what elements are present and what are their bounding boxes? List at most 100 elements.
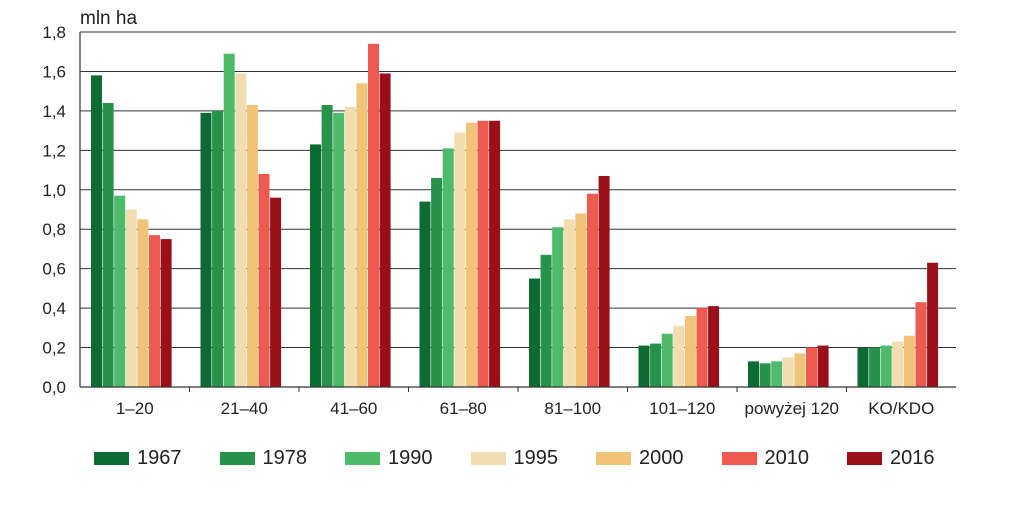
bar-1978-7 <box>869 347 881 387</box>
bar-1990-5 <box>661 333 673 387</box>
bar-1990-0 <box>114 195 126 387</box>
bar-2000-5 <box>684 316 696 387</box>
bar-1978-5 <box>650 343 662 387</box>
bar-1990-4 <box>552 227 564 387</box>
bar-1967-7 <box>857 347 869 387</box>
legend-swatch <box>345 452 380 465</box>
bar-1978-2 <box>321 104 333 387</box>
bar-2016-1 <box>270 197 282 387</box>
bar-2000-6 <box>794 353 806 387</box>
legend-label: 1967 <box>137 447 182 469</box>
y-tick-label: 0,6 <box>42 260 66 279</box>
legend-swatch <box>470 452 506 465</box>
bar-2016-7 <box>927 262 939 387</box>
bar-1995-1 <box>235 73 247 388</box>
legend-swatch <box>219 452 255 465</box>
legend-swatch <box>721 452 757 465</box>
y-tick-label: 0,0 <box>42 378 66 397</box>
bars <box>91 43 939 388</box>
bar-1967-5 <box>638 345 650 387</box>
bar-2000-7 <box>903 335 915 387</box>
bar-2000-3 <box>465 122 477 387</box>
bar-1995-3 <box>454 132 466 387</box>
bar-1995-2 <box>344 106 356 387</box>
bar-2016-2 <box>379 73 391 388</box>
bar-2010-2 <box>368 43 379 387</box>
bar-2000-1 <box>246 104 258 387</box>
bar-2010-7 <box>915 302 927 387</box>
bar-1990-1 <box>223 53 235 387</box>
x-tick-labels: 1–20 21–40 41–60 61–80 81–100 101–120 powyżej … <box>116 387 934 418</box>
bar-1990-7 <box>880 345 892 387</box>
bar-1990-3 <box>442 148 454 387</box>
legend-item-1995: 1995 <box>470 447 597 470</box>
legend-item-2010: 2010 <box>721 447 848 470</box>
bar-2016-0 <box>160 239 172 387</box>
bar-2010-0 <box>149 235 160 387</box>
legend-item-2000: 2000 <box>596 447 722 470</box>
legend-item-1967: 1967 <box>94 447 220 470</box>
legend-label: 1990 <box>388 447 433 469</box>
bar-2010-3 <box>477 120 489 387</box>
bar-1978-0 <box>102 103 114 387</box>
bar-1967-1 <box>200 112 212 387</box>
x-tick-label: KO/KDO <box>868 399 934 418</box>
y-tick-label: 1,6 <box>42 62 66 81</box>
bar-1967-0 <box>91 75 102 387</box>
y-tick-label: 1,2 <box>42 141 66 160</box>
legend-label: 2010 <box>764 447 810 469</box>
legend-swatch <box>94 452 129 465</box>
bar-1995-7 <box>892 341 904 387</box>
bar-2010-1 <box>258 174 270 387</box>
bar-1995-5 <box>673 325 685 387</box>
legend-label: 1978 <box>262 447 308 469</box>
bar-1995-0 <box>125 209 137 387</box>
legend-item-1990: 1990 <box>345 447 471 470</box>
legend-label: 1995 <box>513 447 559 469</box>
legend-item-1978: 1978 <box>219 447 346 470</box>
bar-2000-0 <box>137 219 149 387</box>
x-tick-label: powyżej 120 <box>744 399 839 418</box>
bar-1978-1 <box>212 110 224 387</box>
bar-2016-3 <box>489 120 501 387</box>
bar-1967-2 <box>310 144 321 387</box>
y-tick-label: 0,2 <box>42 339 66 358</box>
bar-1978-6 <box>759 363 771 387</box>
y-tick-label: 1,0 <box>42 181 66 200</box>
legend-swatch <box>596 452 631 465</box>
bar-2010-6 <box>806 347 817 387</box>
x-tick-label: 101–120 <box>649 399 715 418</box>
x-tick-label: 41–60 <box>330 399 377 418</box>
y-tick-label: 1,8 <box>42 23 66 42</box>
bar-2016-4 <box>598 175 610 387</box>
bar-1995-4 <box>563 219 575 387</box>
bar-2016-5 <box>708 306 720 387</box>
y-tick-label: 1,4 <box>42 102 66 121</box>
bar-1978-3 <box>431 177 443 387</box>
bar-1967-4 <box>529 278 540 387</box>
x-tick-label: 61–80 <box>440 399 487 418</box>
bar-1995-6 <box>782 357 794 387</box>
x-tick-label: 81–100 <box>544 399 601 418</box>
y-axis-label: mln ha <box>80 8 137 29</box>
y-tick-label: 0,4 <box>42 299 66 318</box>
bar-2000-2 <box>356 83 368 388</box>
legend: 1967 1978 1990 1995 2000 2010 2016 <box>94 447 973 470</box>
bar-1978-4 <box>540 254 552 387</box>
bar-1990-6 <box>771 361 783 387</box>
legend-swatch <box>847 452 882 465</box>
y-tick-labels: 0,0 0,2 0,4 0,6 0,8 1,0 1,2 1,4 1,6 1,8 <box>42 23 66 397</box>
x-tick-label: 21–40 <box>221 399 268 418</box>
bar-1967-3 <box>419 201 431 387</box>
legend-item-2016: 2016 <box>847 447 973 470</box>
legend-label: 2000 <box>639 447 684 469</box>
bar-2010-4 <box>587 193 598 387</box>
bar-1990-2 <box>333 112 345 387</box>
x-tick-label: 1–20 <box>116 399 154 418</box>
bar-2000-4 <box>575 213 587 387</box>
bar-1967-6 <box>748 361 759 387</box>
bar-2010-5 <box>696 308 708 387</box>
bar-2016-6 <box>817 345 829 387</box>
legend-label: 2016 <box>890 447 935 469</box>
